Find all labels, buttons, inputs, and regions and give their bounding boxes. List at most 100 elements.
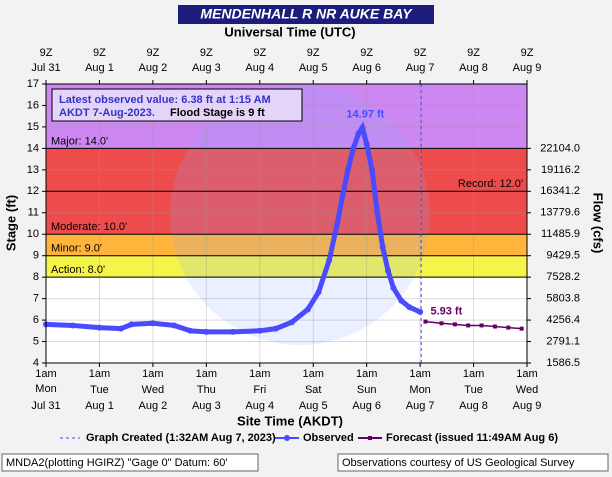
data-point	[355, 130, 362, 137]
x-tick-day: Thu	[197, 384, 216, 396]
data-point	[385, 267, 392, 274]
x-tick-label: 1am	[303, 368, 324, 380]
threshold-label: Record: 12.0'	[458, 178, 523, 190]
footer-right: Observations courtesy of US Geological S…	[342, 457, 575, 469]
data-point	[149, 320, 156, 327]
footer-left: MNDA2(plotting HGIRZ) "Gage 0" Datum: 60…	[6, 457, 227, 469]
data-point	[315, 289, 322, 296]
y-tick-label: 16	[27, 99, 39, 111]
x-tick-date: Aug 4	[245, 400, 274, 412]
x-tick-label: 1am	[463, 368, 484, 380]
plot-frame	[45, 83, 528, 364]
x-tick-date: Aug 2	[139, 400, 168, 412]
x-tick-date: Aug 9	[513, 400, 542, 412]
data-point	[363, 141, 370, 148]
top-axis-title: Universal Time (UTC)	[224, 24, 355, 39]
threshold-label: Action: 8.0'	[51, 264, 105, 276]
y-tick-label: 4	[33, 357, 39, 369]
y-tick-label: 12	[27, 185, 39, 197]
series-line	[425, 320, 522, 330]
data-point	[350, 145, 357, 152]
x-tick-label: 1am	[356, 368, 377, 380]
y2-tick-label: 16341.2	[540, 185, 580, 197]
data-point	[492, 324, 497, 329]
x2-tick-label: 9Z	[40, 47, 53, 59]
footer-box	[337, 453, 609, 472]
legend-label: Graph Created (1:32AM Aug 7, 2023)	[86, 432, 276, 444]
x-tick-date: Aug 8	[459, 400, 488, 412]
chart-title: MENDENHALL R NR AUKE BAY	[200, 6, 413, 22]
x-tick-day: Tue	[464, 384, 483, 396]
threshold-label: Minor: 9.0'	[51, 243, 102, 255]
x-tick-date: Aug 5	[299, 400, 328, 412]
x-tick-label: 1am	[35, 368, 56, 380]
watermark	[170, 85, 430, 345]
data-point	[117, 325, 124, 332]
x2-tick-label: 9Z	[360, 47, 373, 59]
data-point	[452, 322, 457, 327]
x2-tick-label: 9Z	[200, 47, 213, 59]
x2-tick-date: Aug 4	[245, 62, 274, 74]
y2-tick-label: 19116.2	[541, 164, 580, 176]
x-tick-day: Mon	[35, 383, 56, 395]
y2-tick-label: 13779.6	[540, 207, 580, 219]
threshold-label: Major: 14.0'	[51, 135, 108, 147]
y-tick-label: 17	[27, 78, 39, 90]
stage-band	[46, 234, 527, 256]
y2-tick-label: 9429.5	[546, 250, 580, 262]
stage-band	[46, 255, 527, 278]
x-tick-label: 1am	[89, 368, 110, 380]
y-tick-label: 9	[33, 250, 39, 262]
x-tick-label: 1am	[196, 368, 217, 380]
x2-tick-label: 9Z	[521, 47, 534, 59]
info-text: AKDT 7-Aug-2023.	[59, 107, 155, 119]
data-point	[519, 326, 524, 331]
data-point	[390, 284, 397, 291]
y-tick-label: 10	[27, 228, 39, 240]
x2-tick-label: 9Z	[414, 47, 427, 59]
x-axis-title: Site Time (AKDT)	[237, 413, 343, 428]
x-tick-day: Tue	[90, 384, 109, 396]
x-tick-day: Wed	[142, 384, 164, 396]
data-point	[398, 297, 405, 304]
threshold-label: Moderate: 10.0'	[51, 221, 127, 233]
data-point	[326, 256, 333, 263]
data-point	[369, 166, 376, 173]
x-tick-date: Aug 6	[352, 400, 381, 412]
x-tick-day: Wed	[516, 384, 538, 396]
data-point	[230, 328, 237, 335]
data-point	[187, 327, 194, 334]
legend-label: Forecast (issued 11:49AM Aug 6)	[386, 432, 558, 444]
info-text: Latest observed value: 6.38 ft at 1:15 A…	[59, 94, 271, 106]
legend-label: Observed	[303, 432, 354, 444]
x-tick-date: Aug 1	[85, 400, 114, 412]
x2-tick-label: 9Z	[307, 47, 320, 59]
y-tick-label: 6	[33, 314, 39, 326]
y-tick-label: 13	[27, 164, 39, 176]
x2-tick-date: Aug 9	[513, 62, 542, 74]
y2-tick-label: 2791.1	[546, 335, 580, 347]
data-point	[339, 192, 346, 199]
data-point	[417, 308, 424, 315]
x2-tick-date: Aug 3	[192, 62, 221, 74]
data-point	[379, 244, 386, 251]
x-tick-day: Fri	[253, 384, 266, 396]
y2-axis-title: Flow (cfs)	[591, 193, 606, 254]
x-tick-date: Aug 7	[406, 400, 435, 412]
x-tick-label: 1am	[516, 368, 537, 380]
data-point	[96, 324, 103, 331]
y-tick-label: 11	[28, 207, 39, 219]
legend-marker	[368, 436, 372, 440]
x2-tick-label: 9Z	[93, 47, 106, 59]
data-point	[506, 325, 511, 330]
x-tick-label: 1am	[142, 368, 163, 380]
data-point	[466, 323, 471, 328]
data-point	[344, 166, 351, 173]
data-point	[479, 323, 484, 328]
x2-tick-date: Aug 1	[85, 62, 114, 74]
footer-box	[1, 453, 259, 472]
y2-tick-label: 4256.4	[546, 314, 580, 326]
x-tick-label: 1am	[409, 368, 430, 380]
y2-tick-label: 22104.0	[540, 142, 580, 154]
